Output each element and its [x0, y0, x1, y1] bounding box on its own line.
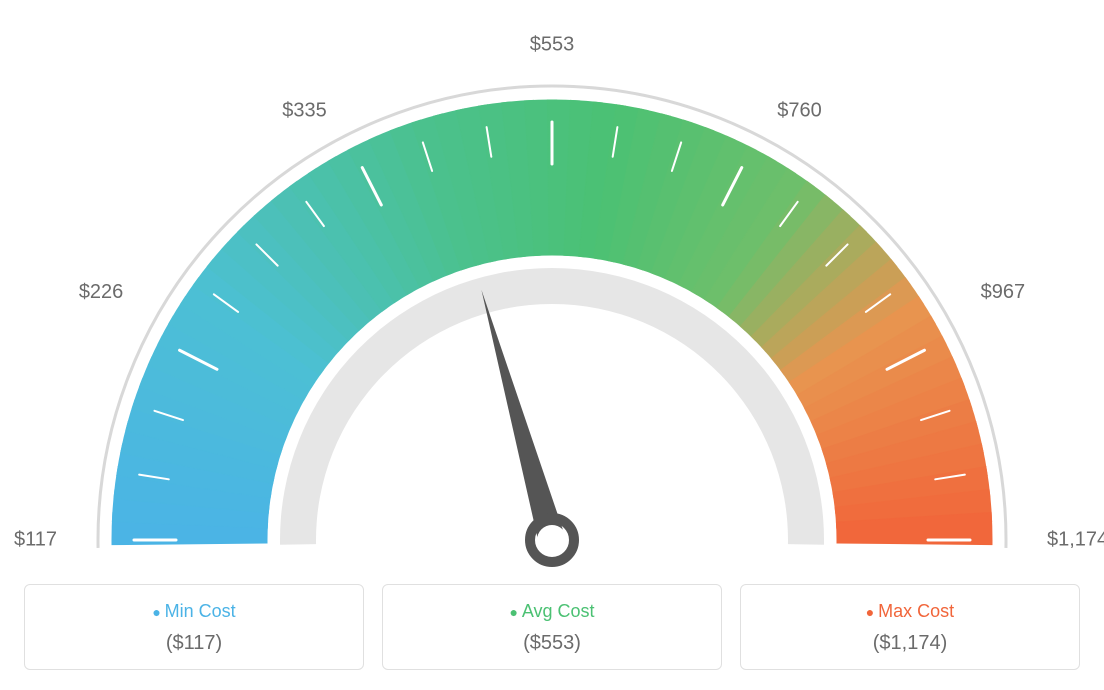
max-cost-value: ($1,174)	[751, 632, 1069, 655]
scale-label: $335	[282, 100, 327, 122]
avg-cost-value: ($553)	[393, 632, 711, 655]
avg-cost-label: Avg Cost	[393, 601, 711, 622]
scale-label: $967	[981, 281, 1026, 303]
min-cost-card: Min Cost ($117)	[24, 584, 364, 670]
cost-gauge-widget: $117 $226 $335 $553 $760 $967 $1,174 Min Cost …	[0, 0, 1104, 690]
scale-label: $553	[530, 33, 575, 55]
avg-cost-card: Avg Cost ($553)	[382, 584, 722, 670]
gauge-area: $117 $226 $335 $553 $760 $967 $1,174	[0, 0, 1104, 570]
max-cost-card: Max Cost ($1,174)	[740, 584, 1080, 670]
max-cost-label: Max Cost	[751, 601, 1069, 622]
scale-label: $117	[14, 528, 57, 550]
scale-label: $760	[777, 100, 822, 122]
min-cost-label: Min Cost	[35, 601, 353, 622]
gauge-chart: $117 $226 $335 $553 $760 $967 $1,174	[0, 0, 1104, 570]
scale-label: $1,174	[1047, 528, 1104, 550]
summary-cards: Min Cost ($117) Avg Cost ($553) Max Cost…	[0, 584, 1104, 670]
scale-label: $226	[79, 281, 124, 303]
min-cost-value: ($117)	[35, 632, 353, 655]
